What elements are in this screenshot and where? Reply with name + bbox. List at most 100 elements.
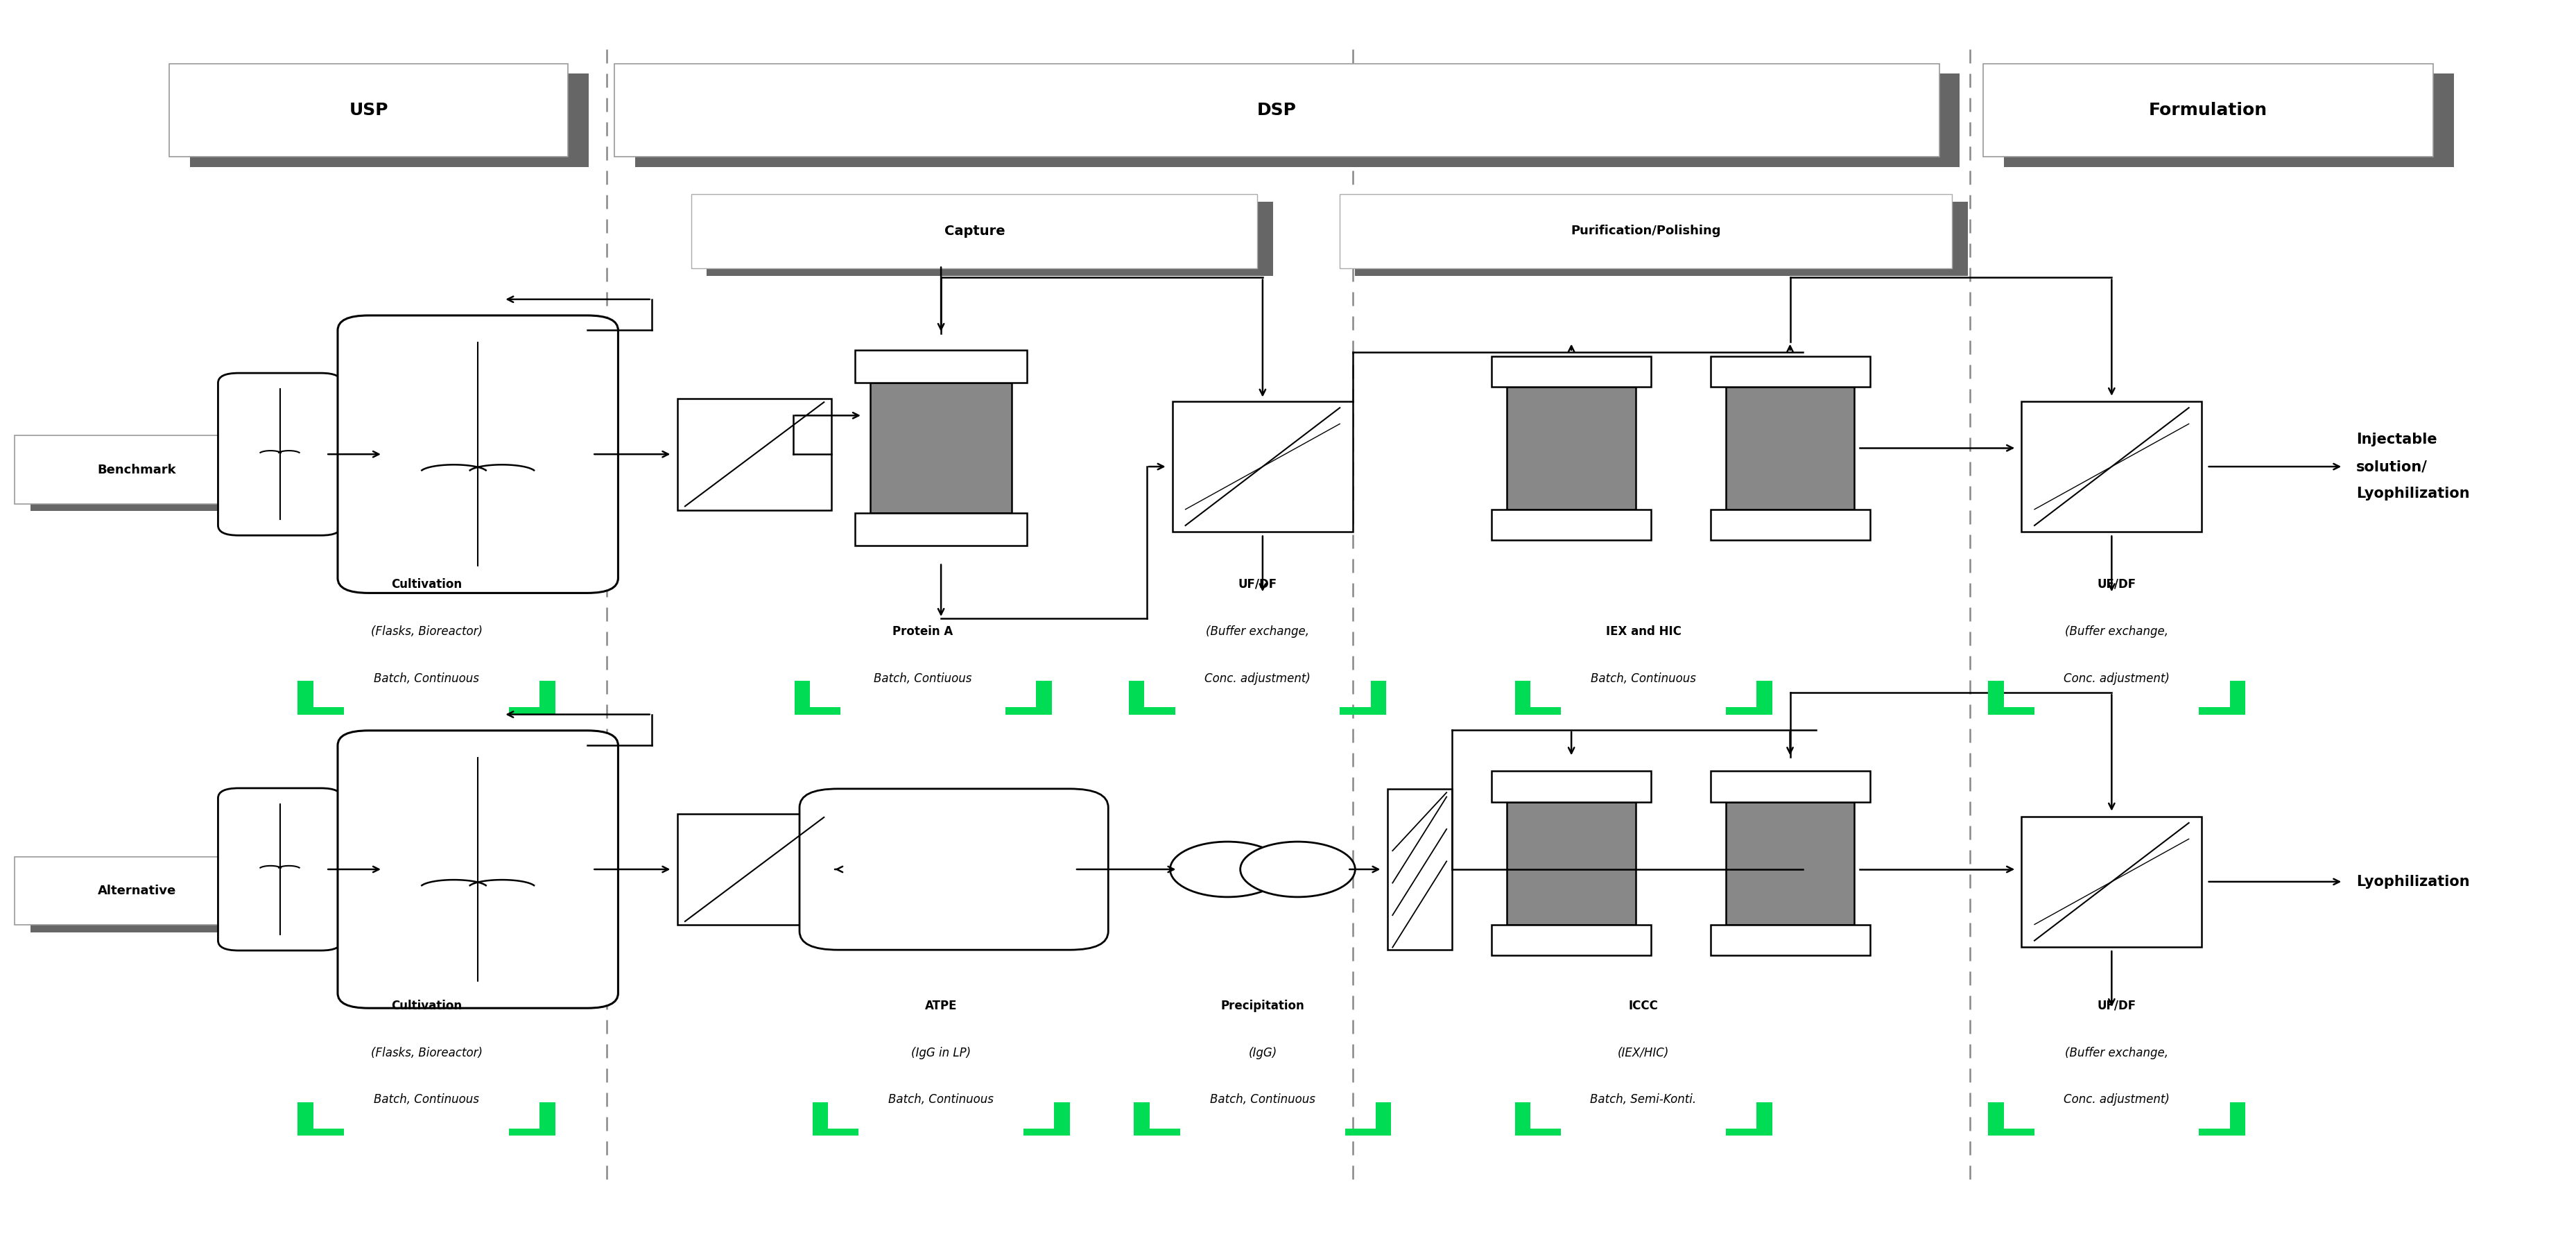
Text: (Flasks, Bioreactor): (Flasks, Bioreactor)	[371, 625, 482, 638]
Text: Conc. adjustment): Conc. adjustment)	[2063, 672, 2169, 685]
Bar	[855, 513, 1028, 546]
Circle shape	[1239, 842, 1355, 897]
Bar	[31, 864, 276, 932]
Bar	[1345, 1129, 1391, 1136]
Bar	[1710, 925, 1870, 955]
Bar	[1370, 681, 1386, 715]
Text: Conc. adjustment): Conc. adjustment)	[2063, 1094, 2169, 1106]
Bar	[1492, 771, 1651, 802]
Text: Batch, Continuous: Batch, Continuous	[374, 1094, 479, 1106]
Bar	[191, 73, 587, 167]
Text: DSP: DSP	[1257, 102, 1296, 118]
Text: Conc. adjustment): Conc. adjustment)	[1203, 672, 1311, 685]
Bar	[1757, 681, 1772, 715]
Text: Batch, Continuous: Batch, Continuous	[1211, 1094, 1314, 1106]
Bar	[538, 681, 554, 715]
Bar	[2022, 817, 2200, 947]
Text: UF/DF: UF/DF	[1236, 578, 1278, 590]
Bar	[1492, 510, 1651, 539]
Bar	[1005, 707, 1051, 715]
Text: Alternative: Alternative	[98, 885, 175, 897]
Bar	[1172, 401, 1352, 532]
Bar	[1355, 201, 1968, 276]
Text: Lyophilization: Lyophilization	[2354, 487, 2468, 501]
Text: Capture: Capture	[943, 225, 1005, 237]
Text: Protein A: Protein A	[891, 625, 953, 638]
Text: (Buffer exchange,: (Buffer exchange,	[2063, 1047, 2169, 1059]
Text: (IgG in LP): (IgG in LP)	[912, 1047, 971, 1059]
Bar	[1726, 802, 1855, 925]
Bar	[1515, 707, 1561, 715]
Bar	[634, 73, 1960, 167]
Bar	[299, 1129, 345, 1136]
Bar	[31, 443, 276, 511]
Bar	[1710, 355, 1870, 387]
Bar	[1710, 510, 1870, 539]
Bar	[1507, 802, 1636, 925]
Text: solution/: solution/	[2354, 460, 2427, 474]
Bar	[2197, 1129, 2244, 1136]
Bar	[2022, 401, 2200, 532]
Bar	[1726, 707, 1772, 715]
Text: ATPE: ATPE	[925, 999, 956, 1012]
Bar	[1340, 707, 1386, 715]
Bar	[793, 681, 809, 715]
Bar	[1726, 1129, 1772, 1136]
Bar	[507, 707, 554, 715]
Bar	[1710, 771, 1870, 802]
FancyBboxPatch shape	[337, 316, 618, 593]
Bar	[2197, 707, 2244, 715]
FancyBboxPatch shape	[337, 731, 618, 1008]
Bar	[1507, 387, 1636, 510]
Text: (IEX/HIC): (IEX/HIC)	[1618, 1047, 1669, 1059]
Bar	[1515, 681, 1530, 715]
Bar	[1054, 1103, 1069, 1136]
Text: Batch, Continuous: Batch, Continuous	[1589, 672, 1695, 685]
Bar	[677, 814, 832, 925]
Bar	[811, 1103, 827, 1136]
Bar	[1492, 355, 1651, 387]
Circle shape	[1170, 842, 1285, 897]
Bar	[507, 1129, 554, 1136]
Bar	[1133, 1129, 1180, 1136]
Bar	[1984, 63, 2432, 157]
Text: Benchmark: Benchmark	[98, 464, 175, 476]
Text: (IgG): (IgG)	[1247, 1047, 1278, 1059]
Bar	[1023, 1129, 1069, 1136]
Bar	[1757, 1103, 1772, 1136]
Bar	[706, 201, 1273, 276]
Bar	[1128, 707, 1175, 715]
Text: Precipitation: Precipitation	[1221, 999, 1303, 1012]
Bar	[613, 63, 1940, 157]
Text: Injectable: Injectable	[2354, 433, 2437, 446]
Bar	[1133, 1103, 1149, 1136]
FancyBboxPatch shape	[219, 373, 343, 536]
Text: IEX and HIC: IEX and HIC	[1605, 625, 1680, 638]
Text: Batch, Continuous: Batch, Continuous	[374, 672, 479, 685]
Bar	[299, 707, 345, 715]
Text: Lyophilization: Lyophilization	[2354, 875, 2468, 889]
Bar	[1726, 387, 1855, 510]
Text: Formulation: Formulation	[2148, 102, 2267, 118]
Text: Batch, Continuous: Batch, Continuous	[889, 1094, 994, 1106]
Bar	[855, 351, 1028, 383]
Text: (Buffer exchange,: (Buffer exchange,	[1206, 625, 1309, 638]
Bar	[1128, 681, 1144, 715]
Bar	[15, 435, 260, 503]
Text: Purification/Polishing: Purification/Polishing	[1571, 225, 1721, 237]
Text: USP: USP	[348, 102, 389, 118]
Bar	[1386, 789, 1450, 950]
Text: Cultivation: Cultivation	[392, 999, 461, 1012]
Bar	[2228, 681, 2244, 715]
Text: UF/DF: UF/DF	[2097, 578, 2136, 590]
Text: Cultivation: Cultivation	[392, 578, 461, 590]
Text: (Buffer exchange,: (Buffer exchange,	[2063, 625, 2169, 638]
Text: (Flasks, Bioreactor): (Flasks, Bioreactor)	[371, 1047, 482, 1059]
FancyBboxPatch shape	[799, 789, 1108, 950]
Bar	[793, 707, 840, 715]
Text: Batch, Semi-Konti.: Batch, Semi-Konti.	[1589, 1094, 1695, 1106]
Bar	[1492, 925, 1651, 955]
Bar	[1515, 1129, 1561, 1136]
Bar	[871, 383, 1012, 513]
Bar	[1036, 681, 1051, 715]
